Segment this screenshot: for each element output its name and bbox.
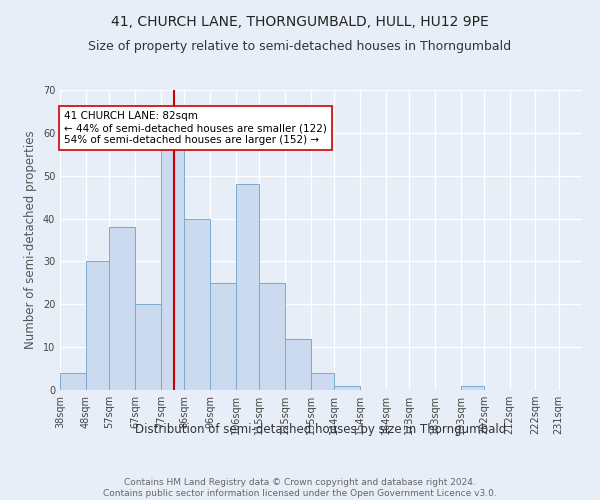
Text: 41, CHURCH LANE, THORNGUMBALD, HULL, HU12 9PE: 41, CHURCH LANE, THORNGUMBALD, HULL, HU1… (111, 15, 489, 29)
Text: 41 CHURCH LANE: 82sqm
← 44% of semi-detached houses are smaller (122)
54% of sem: 41 CHURCH LANE: 82sqm ← 44% of semi-deta… (64, 112, 327, 144)
Bar (60, 373, 86, 390)
Bar (285, 338, 311, 390)
Text: Contains HM Land Registry data © Crown copyright and database right 2024.
Contai: Contains HM Land Registry data © Crown c… (103, 478, 497, 498)
Bar (161, 142, 184, 390)
Bar (461, 386, 484, 390)
Bar (236, 184, 259, 390)
Bar (135, 304, 161, 390)
Bar (311, 373, 334, 390)
Bar (86, 262, 109, 390)
Text: Distribution of semi-detached houses by size in Thorngumbald: Distribution of semi-detached houses by … (136, 422, 506, 436)
Bar (334, 386, 360, 390)
Bar (184, 218, 210, 390)
Bar (109, 227, 135, 390)
Bar (210, 283, 236, 390)
Bar (259, 283, 285, 390)
Y-axis label: Number of semi-detached properties: Number of semi-detached properties (24, 130, 37, 350)
Text: Size of property relative to semi-detached houses in Thorngumbald: Size of property relative to semi-detach… (88, 40, 512, 53)
